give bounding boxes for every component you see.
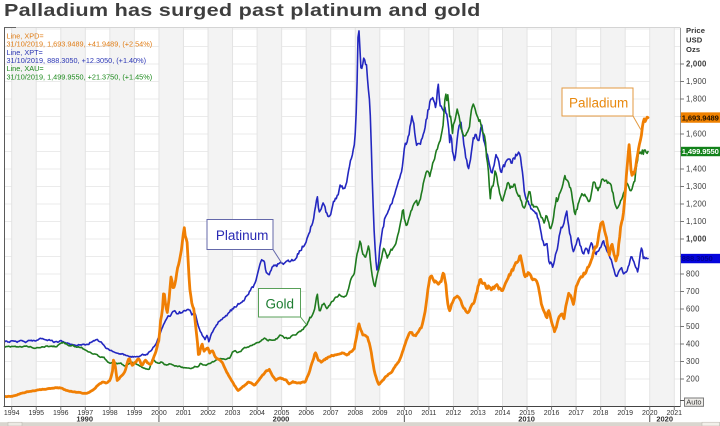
svg-text:1,600: 1,600 <box>686 130 707 139</box>
svg-text:2000: 2000 <box>151 410 167 417</box>
svg-text:2,000: 2,000 <box>686 60 707 69</box>
svg-text:1,900: 1,900 <box>686 77 707 86</box>
svg-text:1,000: 1,000 <box>686 235 707 244</box>
svg-text:Ozs: Ozs <box>686 45 700 54</box>
svg-text:200: 200 <box>686 375 700 384</box>
svg-text:1997: 1997 <box>78 410 94 417</box>
svg-text:2021: 2021 <box>666 410 682 417</box>
svg-text:USD: USD <box>686 36 703 45</box>
svg-text:2020: 2020 <box>656 415 673 424</box>
svg-text:2001: 2001 <box>176 410 192 417</box>
svg-text:2002: 2002 <box>200 410 216 417</box>
svg-text:1994: 1994 <box>4 410 20 417</box>
svg-text:2020: 2020 <box>642 410 658 417</box>
svg-text:1,499.9550: 1,499.9550 <box>682 147 719 156</box>
svg-text:700: 700 <box>686 287 700 296</box>
svg-text:2012: 2012 <box>446 410 462 417</box>
svg-text:Line, XAU=: Line, XAU= <box>7 64 44 73</box>
svg-text:888.3050: 888.3050 <box>682 254 713 263</box>
svg-text:500: 500 <box>686 322 700 331</box>
svg-text:2015: 2015 <box>519 410 535 417</box>
svg-text:Auto: Auto <box>686 398 701 407</box>
svg-text:2017: 2017 <box>568 410 584 417</box>
svg-text:2005: 2005 <box>274 410 290 417</box>
svg-text:400: 400 <box>686 340 700 349</box>
svg-text:Price: Price <box>686 26 705 35</box>
svg-text:Line, XPT=: Line, XPT= <box>7 48 43 57</box>
svg-text:Palladium: Palladium <box>569 96 628 111</box>
svg-text:2016: 2016 <box>544 410 560 417</box>
svg-text:1,300: 1,300 <box>686 182 707 191</box>
svg-text:2019: 2019 <box>617 410 633 417</box>
svg-text:31/10/2019, 888.3050, +12.3050: 31/10/2019, 888.3050, +12.3050, (+1.40%) <box>7 56 147 65</box>
svg-text:2007: 2007 <box>323 410 339 417</box>
svg-text:1990: 1990 <box>76 415 93 424</box>
svg-text:2009: 2009 <box>372 410 388 417</box>
svg-text:2008: 2008 <box>347 410 363 417</box>
svg-text:2000: 2000 <box>273 415 290 424</box>
svg-text:2010: 2010 <box>397 410 413 417</box>
svg-text:Line, XPD=: Line, XPD= <box>7 31 44 40</box>
svg-text:2014: 2014 <box>495 410 511 417</box>
svg-text:800: 800 <box>686 270 700 279</box>
svg-text:Gold: Gold <box>266 297 295 312</box>
svg-text:300: 300 <box>686 357 700 366</box>
svg-text:2018: 2018 <box>593 410 609 417</box>
svg-text:Platinum: Platinum <box>216 228 269 243</box>
svg-text:1,800: 1,800 <box>686 95 707 104</box>
svg-text:1,400: 1,400 <box>686 165 707 174</box>
svg-text:1,200: 1,200 <box>686 200 707 209</box>
svg-text:1,100: 1,100 <box>686 217 707 226</box>
svg-text:31/10/2019, 1,693.9489, +41.94: 31/10/2019, 1,693.9489, +41.9489, (+2.54… <box>7 40 153 49</box>
svg-text:2010: 2010 <box>518 415 535 424</box>
svg-text:1996: 1996 <box>53 410 69 417</box>
svg-text:1,693.9489: 1,693.9489 <box>682 114 719 123</box>
svg-text:2006: 2006 <box>298 410 314 417</box>
svg-text:2003: 2003 <box>225 410 241 417</box>
svg-text:31/10/2019, 1,499.9550, +21.37: 31/10/2019, 1,499.9550, +21.3750, (+1.45… <box>7 72 153 81</box>
svg-text:2013: 2013 <box>470 410 486 417</box>
svg-text:600: 600 <box>686 305 700 314</box>
svg-text:2004: 2004 <box>249 410 265 417</box>
svg-text:1998: 1998 <box>102 410 118 417</box>
svg-text:1995: 1995 <box>28 410 44 417</box>
svg-text:1999: 1999 <box>127 410 143 417</box>
svg-text:2011: 2011 <box>421 410 436 417</box>
